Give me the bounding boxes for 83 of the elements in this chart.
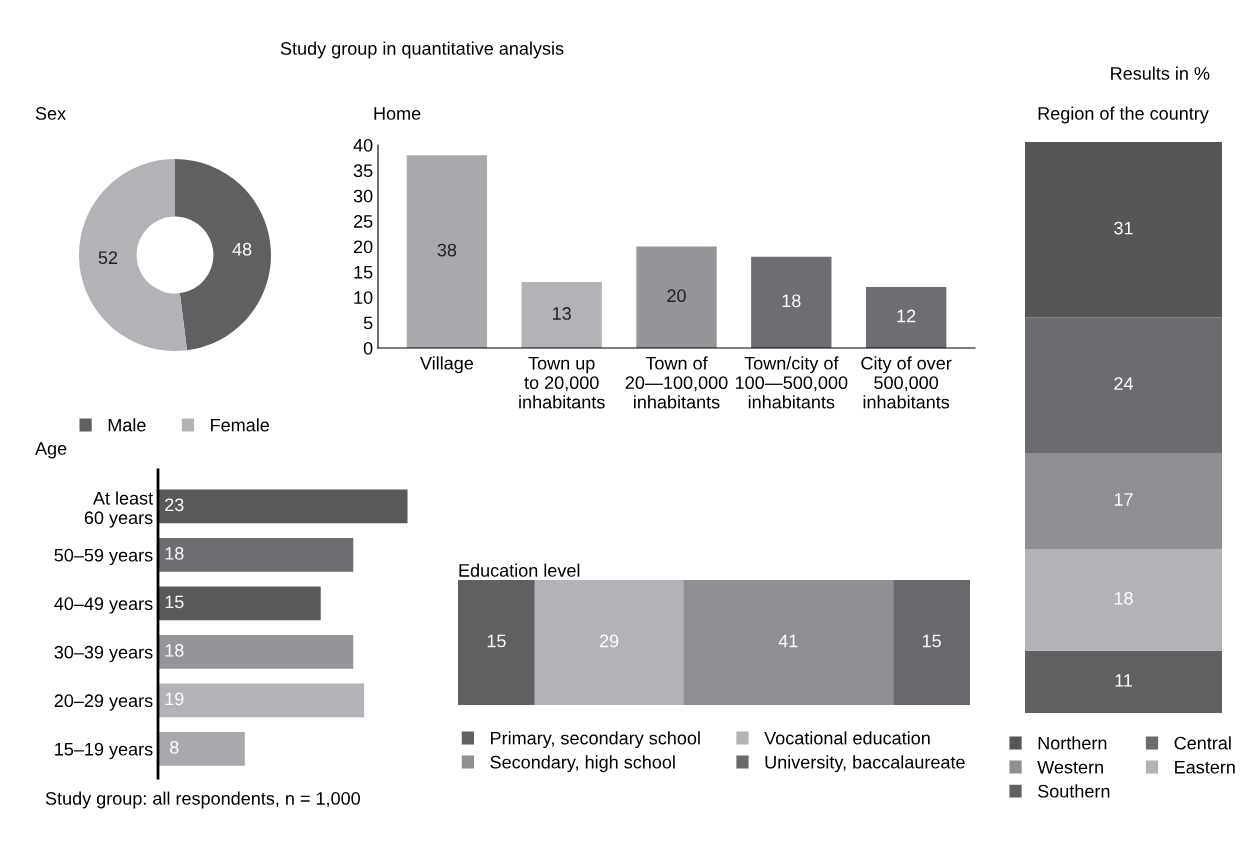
data-label: 12	[897, 309, 916, 323]
bar	[1025, 142, 1222, 318]
legend-label: Western	[1037, 760, 1103, 774]
y-tick-label: 10	[354, 291, 373, 304]
data-label: 18	[782, 294, 801, 308]
data-label: 41	[778, 634, 798, 648]
x-tick-label: Town up to 20,000 inhabitants	[519, 357, 605, 409]
legend-label: Primary, secondary school	[491, 731, 700, 749]
bar	[158, 489, 408, 524]
bar	[636, 246, 717, 348]
legend-label: Eastern	[1175, 760, 1235, 774]
bar	[1025, 549, 1222, 651]
data-label: 23	[165, 498, 184, 512]
x-tick-label: Town of 20—100,000 inhabitants	[625, 356, 728, 409]
data-label: 24	[1114, 377, 1134, 390]
donut-slice	[175, 159, 271, 351]
text: Results in %	[1111, 66, 1210, 80]
bar	[158, 537, 354, 572]
legend-label: Vocational education	[764, 731, 930, 745]
data-label: 15	[922, 634, 941, 648]
text: Study group: all respondents, n = 1,000	[45, 791, 360, 809]
data-label: 11	[1115, 674, 1132, 687]
y-tick-label: 5	[363, 316, 373, 330]
data-label: 18	[165, 643, 184, 657]
x-tick-label: Town/city of 100—500,000 inhabitants	[735, 356, 848, 409]
chart-title: Sex	[35, 107, 66, 120]
data-label: 8	[170, 740, 179, 754]
bar	[865, 287, 947, 348]
bar	[534, 580, 684, 705]
chart-title: Home	[374, 107, 421, 120]
y-tick-label: 40	[353, 138, 373, 152]
text: Study group in quantitative analysis	[280, 41, 564, 59]
y-tick-label: 20	[353, 240, 373, 254]
bar	[458, 580, 535, 705]
x-tick-label: Village	[420, 356, 474, 374]
y-tick-label: 15	[354, 266, 373, 279]
data-label: 29	[599, 634, 619, 648]
data-label: 18	[1114, 591, 1133, 605]
y-tick-label: 30	[353, 189, 373, 203]
bar	[406, 155, 488, 348]
legend-label: Male	[108, 418, 146, 432]
y-tick-label: 30–39 years	[54, 645, 153, 663]
x-tick-label: City of over 500,000 inhabitants	[861, 356, 952, 409]
legend-label: Northern	[1038, 736, 1107, 750]
legend-label: University, baccalaureate	[765, 755, 965, 773]
bar	[893, 580, 970, 705]
data-label: 19	[165, 692, 184, 706]
y-tick-label: 0	[363, 341, 373, 355]
y-tick-label: 25	[353, 215, 373, 228]
bar	[158, 634, 354, 669]
chart-title: Age	[35, 442, 67, 459]
data-label: 15	[165, 595, 184, 609]
data-label: 52	[98, 251, 118, 265]
bar	[683, 580, 894, 705]
bar	[158, 683, 365, 718]
bar	[158, 586, 321, 621]
donut-slice	[79, 159, 188, 351]
data-label: 18	[165, 546, 184, 560]
bar	[158, 731, 245, 766]
y-tick-label: 35	[353, 164, 373, 178]
data-label: 20	[667, 289, 686, 303]
y-tick-label: 20–29 years	[54, 694, 153, 711]
y-tick-label: At least 60 years	[84, 491, 154, 528]
bar	[521, 282, 602, 348]
bar	[1025, 452, 1222, 550]
legend-label: Central	[1174, 736, 1231, 750]
y-tick-label: 40–49 years	[54, 597, 153, 614]
data-label: 17	[1114, 493, 1133, 506]
legend-label: Southern	[1038, 784, 1110, 798]
data-label: 13	[553, 307, 571, 320]
y-tick-label: 50–59 years	[54, 548, 153, 566]
bar	[1025, 650, 1222, 713]
y-tick-label: 15–19 years	[55, 742, 153, 760]
legend-label: Female	[211, 418, 270, 432]
data-label: 38	[437, 243, 457, 257]
chart-title: Education level	[459, 563, 580, 577]
data-label: 15	[487, 634, 506, 648]
chart-title: Region of the country	[1038, 106, 1209, 124]
bar	[1025, 317, 1222, 453]
legend-label: Secondary, high school	[490, 755, 675, 773]
data-label: 31	[1114, 221, 1133, 235]
bar	[751, 256, 832, 348]
data-label: 48	[232, 242, 252, 256]
